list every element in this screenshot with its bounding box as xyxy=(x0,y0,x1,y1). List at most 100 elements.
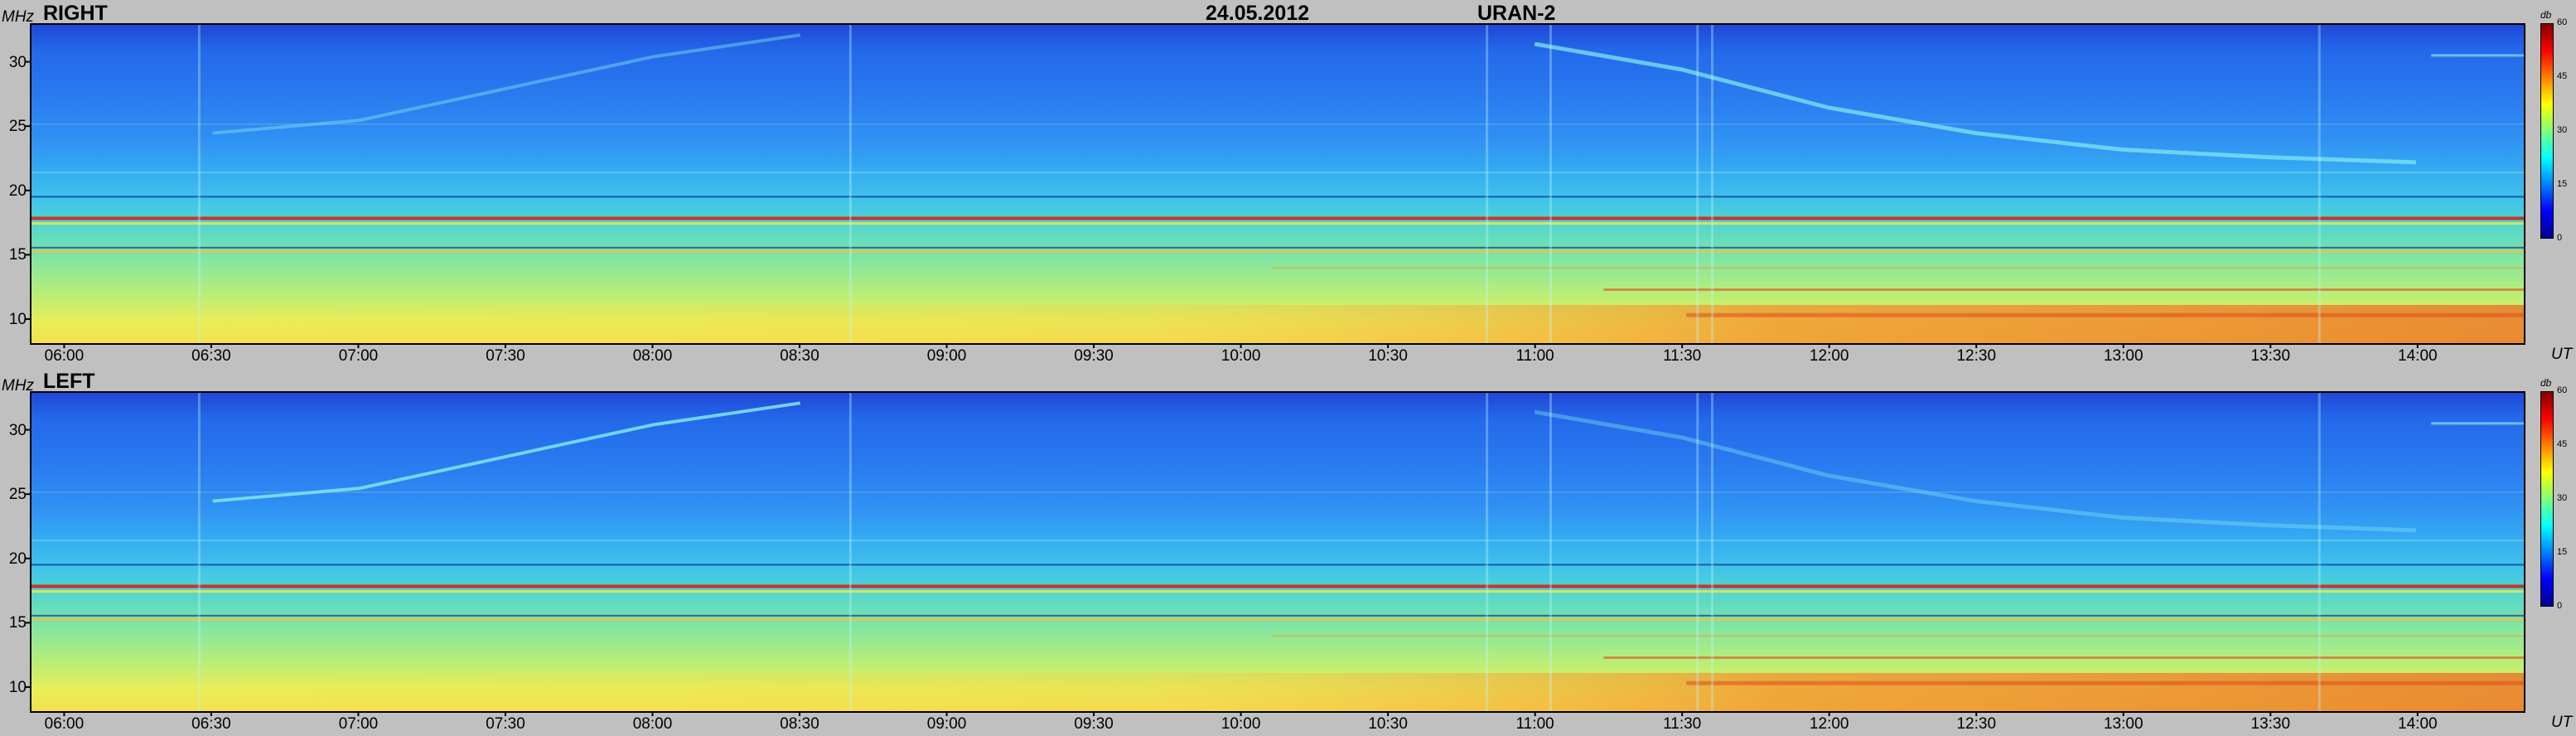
x-tick-label: 08:30 xyxy=(780,715,819,733)
instrument-label: URAN-2 xyxy=(1477,2,1556,25)
spectrogram-right xyxy=(30,23,2525,345)
date-label: 24.05.2012 xyxy=(1206,2,1310,25)
drift-trace xyxy=(212,33,801,135)
spectral-band xyxy=(31,614,2524,617)
interference-streak xyxy=(1486,25,1489,343)
interference-streak xyxy=(1549,25,1552,343)
interference-streak xyxy=(197,25,201,343)
colorbar-tick-label: 15 xyxy=(2557,547,2568,557)
interference-streak xyxy=(1711,393,1713,711)
spectral-band xyxy=(31,491,2524,493)
y-tick-label: 25 xyxy=(8,118,27,136)
x-tick-label: 13:30 xyxy=(2250,347,2291,365)
colorbar-tick-label: 15 xyxy=(2557,179,2568,189)
colorbar-tick-label: 30 xyxy=(2557,493,2568,503)
x-tick-label: 13:00 xyxy=(2103,347,2143,365)
y-tick-label: 15 xyxy=(8,246,27,264)
x-tick-label: 06:00 xyxy=(44,347,85,365)
x-tick-label: 12:00 xyxy=(1809,347,1849,365)
colorbar-unit-left: db xyxy=(2540,377,2552,389)
x-tick-label: 12:00 xyxy=(1809,715,1849,733)
colorbar-left xyxy=(2540,391,2554,607)
x-tick-label: 06:30 xyxy=(191,715,231,733)
interference-streak xyxy=(2317,393,2321,711)
x-tick-label: 11:00 xyxy=(1515,715,1554,733)
spectral-band xyxy=(2431,54,2524,57)
interference-streak xyxy=(1696,393,1699,711)
interference-streak xyxy=(2317,25,2321,343)
spectral-band xyxy=(1273,635,2524,637)
x-tick-label: 09:00 xyxy=(926,715,967,733)
y-tick-label: 30 xyxy=(8,421,27,439)
y-tick-label: 20 xyxy=(8,550,27,568)
panel-title-right: RIGHT xyxy=(43,2,108,25)
x-tick-label: 10:30 xyxy=(1368,347,1408,365)
spectral-band xyxy=(31,196,2524,198)
colorbar-tick-label: 30 xyxy=(2557,125,2568,135)
spectral-band xyxy=(1603,288,2524,291)
colorbar-right xyxy=(2540,23,2554,239)
y-unit-label-right: MHz xyxy=(2,8,35,26)
y-tick-label: 15 xyxy=(8,614,27,632)
x-tick-label: 06:00 xyxy=(44,715,85,733)
drift-trace xyxy=(212,401,801,503)
y-tick-label: 25 xyxy=(8,486,27,504)
spectral-band xyxy=(1603,656,2524,659)
x-tick-label: 07:00 xyxy=(338,715,379,733)
colorbar-tick-label: 60 xyxy=(2557,385,2568,395)
x-tick-label: 11:30 xyxy=(1663,715,1702,733)
colorbar-tick-label: 0 xyxy=(2557,601,2563,611)
x-tick-label: 13:30 xyxy=(2250,715,2291,733)
x-tick-label: 12:30 xyxy=(1956,715,1997,733)
x-tick-label: 11:00 xyxy=(1515,347,1554,365)
spectral-band xyxy=(31,617,2524,621)
spectral-band xyxy=(31,172,2524,174)
spectral-band xyxy=(1686,312,2524,317)
y-tick-label: 10 xyxy=(8,310,27,328)
interference-streak xyxy=(197,393,201,711)
y-tick-label: 10 xyxy=(8,678,27,696)
spectral-band xyxy=(1273,267,2524,269)
spectral-band xyxy=(31,540,2524,542)
low-freq-emission xyxy=(31,672,2524,711)
colorbar-tick-label: 0 xyxy=(2557,233,2563,243)
x-tick-label: 08:00 xyxy=(632,715,673,733)
colorbar-tick-label: 60 xyxy=(2557,17,2568,27)
interference-streak xyxy=(1486,393,1489,711)
x-tick-label: 08:00 xyxy=(632,347,673,365)
x-tick-label: 10:30 xyxy=(1368,715,1408,733)
interference-streak xyxy=(1549,393,1552,711)
x-unit-label-right: UT xyxy=(2551,346,2573,363)
spectrogram-texture xyxy=(31,25,2524,343)
colorbar-tick-label: 45 xyxy=(2557,439,2568,449)
spectrogram-left xyxy=(30,391,2525,713)
y-unit-label-left: MHz xyxy=(2,377,35,395)
x-tick-label: 08:30 xyxy=(780,347,819,365)
x-tick-label: 09:30 xyxy=(1074,347,1114,365)
y-tick-label: 20 xyxy=(8,182,27,200)
spectral-band xyxy=(31,249,2524,253)
x-tick-label: 12:30 xyxy=(1956,347,1997,365)
interference-streak xyxy=(848,393,852,711)
low-freq-emission xyxy=(31,304,2524,343)
x-tick-label: 14:00 xyxy=(2398,347,2438,365)
x-tick-label: 07:00 xyxy=(338,347,379,365)
spectral-band xyxy=(31,222,2524,225)
interference-streak xyxy=(1696,25,1699,343)
spectral-band xyxy=(2431,422,2524,425)
spectral-band xyxy=(31,584,2524,588)
colorbar-tick-label: 45 xyxy=(2557,71,2568,81)
x-tick-label: 07:30 xyxy=(486,715,525,733)
x-tick-label: 14:00 xyxy=(2398,715,2438,733)
spectral-band xyxy=(31,246,2524,249)
panel-title-left: LEFT xyxy=(43,370,95,393)
x-tick-label: 11:30 xyxy=(1663,347,1702,365)
x-tick-label: 13:00 xyxy=(2103,715,2143,733)
y-tick-label: 30 xyxy=(8,53,27,71)
x-tick-label: 06:30 xyxy=(191,347,231,365)
drift-trace xyxy=(1534,41,2417,165)
x-tick-label: 09:00 xyxy=(926,347,967,365)
spectral-band xyxy=(31,216,2524,220)
interference-streak xyxy=(1711,25,1713,343)
